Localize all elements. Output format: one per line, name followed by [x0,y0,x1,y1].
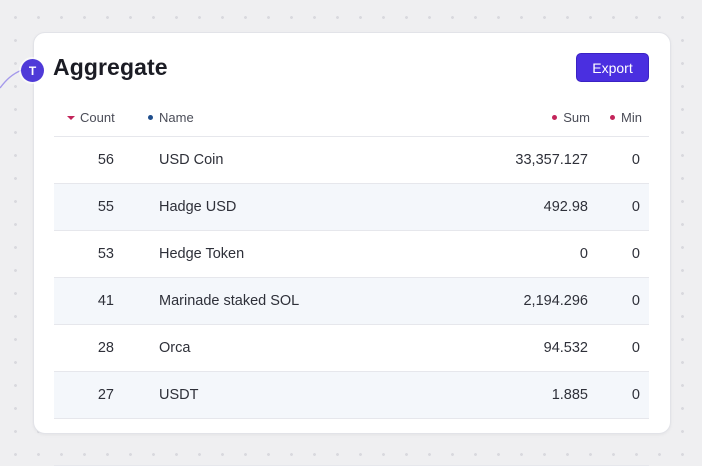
cell-count: 41 [97,293,114,309]
dimension-dot-icon [148,115,153,120]
cell-count: 28 [97,340,114,356]
column-label-sum: Sum [563,110,590,125]
cell-count: 55 [97,199,114,215]
cell-sum: 2,194.296 [523,293,588,309]
table-row[interactable] [54,419,649,466]
cell-name: USDT [159,387,199,403]
cell-sum: 94.532 [543,340,588,356]
panel-title: Aggregate [53,54,168,80]
measure-dot-icon [610,115,616,120]
cell-min: 0 [631,340,640,356]
cell-sum: 492.98 [543,199,588,215]
table-row[interactable]: 41 Marinade staked SOL 2,194.296 0 [54,278,649,325]
cell-name: Hedge Token [159,246,245,262]
cell-count: 53 [97,246,114,262]
table-header: Count Name Sum Min [54,98,649,137]
column-label-min: Min [621,110,642,125]
column-label-name: Name [159,110,194,125]
table-row[interactable]: 56 USD Coin 33,357.127 0 [54,137,649,184]
cell-min: 0 [631,199,640,215]
avatar-initial: T [28,63,37,78]
cell-name: Orca [159,340,191,356]
aggregate-panel [33,32,671,434]
cell-count: 27 [97,387,114,403]
cell-sum: 33,357.127 [515,152,588,168]
cell-min: 0 [631,387,640,403]
column-header-min[interactable]: Min [610,110,642,125]
cell-sum: 1.885 [551,387,588,403]
table-row[interactable]: 53 Hedge Token 0 0 [54,231,649,278]
cell-sum: 0 [579,246,588,262]
cell-min: 0 [631,246,640,262]
table-row[interactable]: 55 Hadge USD 492.98 0 [54,184,649,231]
sort-descending-icon [67,116,75,120]
column-header-sum[interactable]: Sum [552,110,590,125]
cell-name: Marinade staked SOL [159,293,300,309]
cell-count: 56 [97,152,114,168]
table-row[interactable]: 27 USDT 1.885 0 [54,372,649,419]
user-avatar[interactable]: T [21,59,44,82]
table-row[interactable]: 28 Orca 94.532 0 [54,325,649,372]
export-button[interactable]: Export [576,53,649,82]
cell-min: 0 [631,293,640,309]
column-header-count[interactable]: Count [67,110,115,125]
cell-min: 0 [631,152,640,168]
measure-dot-icon [552,115,558,120]
aggregate-table: Count Name Sum Min 56 USD Coin 33,357.12… [54,98,649,466]
cell-name: USD Coin [159,152,224,168]
column-label-count: Count [80,110,115,125]
cell-name: Hadge USD [159,199,237,215]
column-header-name[interactable]: Name [148,110,194,125]
